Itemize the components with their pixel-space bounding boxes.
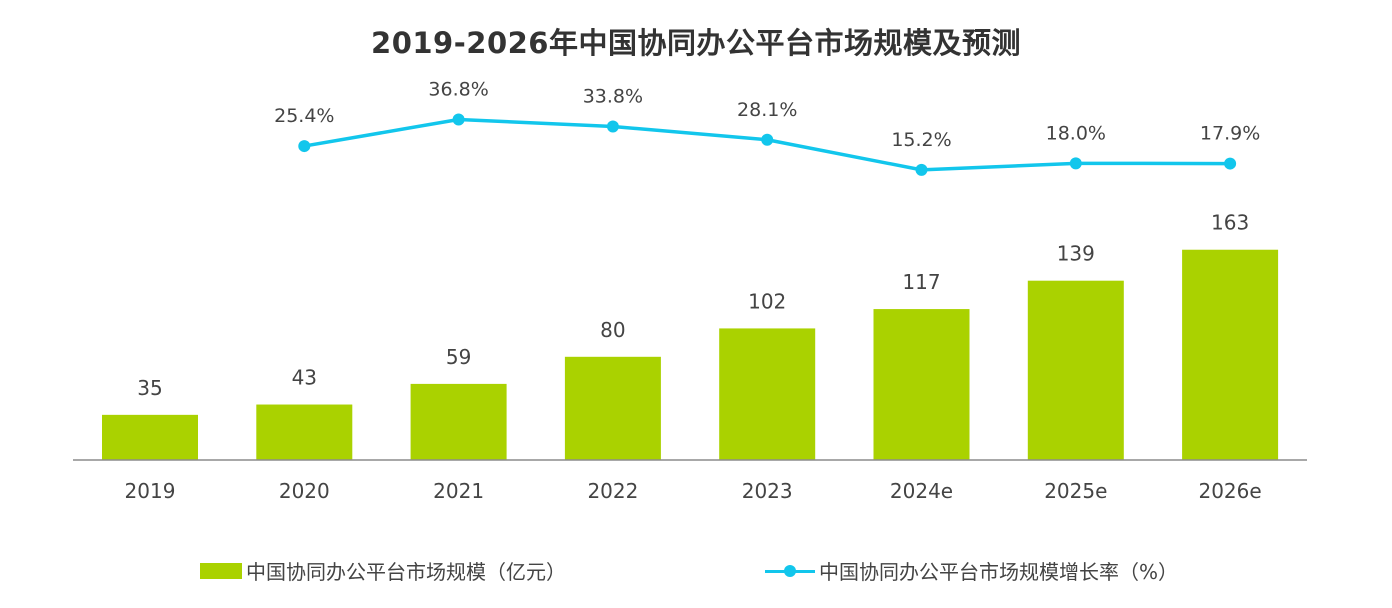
- legend-bar-swatch: [200, 562, 242, 579]
- bars-layer: [102, 249, 1279, 460]
- labels-layer: 35 2019 43 2020 25.4% 59 2021 36.8% 80 2022 33.8% 1…: [125, 78, 1262, 503]
- x-tick-label-2023: 2023: [742, 479, 793, 503]
- bar-value-label-2022: 80: [600, 318, 625, 342]
- bar-2023: [719, 328, 816, 460]
- bar-2026e: [1182, 249, 1279, 460]
- growth-rate-label-2020: 25.4%: [274, 105, 334, 127]
- legend-line-swatch: [765, 563, 815, 579]
- x-tick-label-2020: 2020: [279, 479, 330, 503]
- x-tick-label-2024e: 2024e: [890, 479, 953, 503]
- bar-value-label-2026e: 163: [1211, 211, 1249, 235]
- growth-rate-point-2022: [606, 120, 619, 133]
- legend-label-growth-rate: 中国协同办公平台市场规模增长率（%）: [819, 560, 1179, 584]
- growth-rate-label-2023: 28.1%: [737, 99, 797, 121]
- growth-rate-label-2025e: 18.0%: [1046, 122, 1106, 144]
- growth-rate-point-2023: [761, 133, 774, 146]
- bar-value-label-2020: 43: [292, 366, 317, 390]
- legend-item-market-size: 中国协同办公平台市场规模（亿元）: [200, 556, 566, 585]
- growth-rate-point-2021: [452, 113, 465, 126]
- growth-rate-point-2025e: [1069, 157, 1082, 170]
- x-tick-label-2022: 2022: [587, 479, 638, 503]
- growth-rate-line-layer: [298, 113, 1237, 176]
- x-tick-label-2019: 2019: [125, 479, 176, 503]
- bar-2025e: [1027, 280, 1124, 460]
- growth-rate-label-2026e: 17.9%: [1200, 123, 1260, 145]
- bar-2020: [256, 404, 353, 460]
- growth-rate-label-2021: 36.8%: [428, 78, 488, 100]
- growth-rate-point-2024e: [915, 163, 928, 176]
- chart-title: 2019-2026年中国协同办公平台市场规模及预测: [371, 26, 1021, 60]
- bar-2021: [410, 383, 507, 460]
- legend-item-growth-rate: 中国协同办公平台市场规模增长率（%）: [765, 556, 1178, 585]
- bar-value-label-2019: 35: [137, 376, 162, 400]
- legend-label-market-size: 中国协同办公平台市场规模（亿元）: [246, 560, 566, 584]
- growth-rate-point-2026e: [1224, 157, 1237, 170]
- bar-2022: [564, 356, 661, 460]
- bar-value-label-2024e: 117: [902, 270, 940, 294]
- x-tick-label-2021: 2021: [433, 479, 484, 503]
- x-tick-label-2025e: 2025e: [1044, 479, 1107, 503]
- growth-rate-label-2024e: 15.2%: [891, 129, 951, 151]
- bar-value-label-2021: 59: [446, 345, 471, 369]
- growth-rate-point-2020: [298, 140, 311, 153]
- bar-2024e: [873, 309, 970, 460]
- growth-rate-label-2022: 33.8%: [583, 85, 643, 107]
- x-tick-label-2026e: 2026e: [1198, 479, 1261, 503]
- bar-value-label-2023: 102: [748, 289, 786, 313]
- bar-2019: [102, 414, 198, 460]
- bar-value-label-2025e: 139: [1057, 242, 1095, 266]
